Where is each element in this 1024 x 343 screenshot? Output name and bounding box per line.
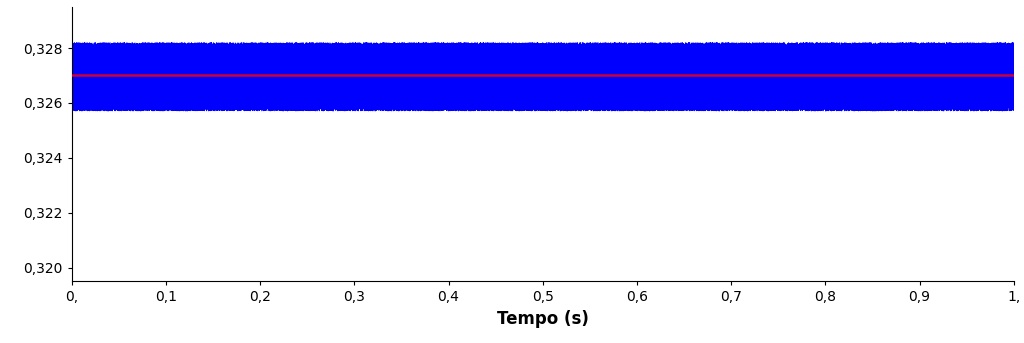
X-axis label: Tempo (s): Tempo (s) — [497, 310, 589, 328]
